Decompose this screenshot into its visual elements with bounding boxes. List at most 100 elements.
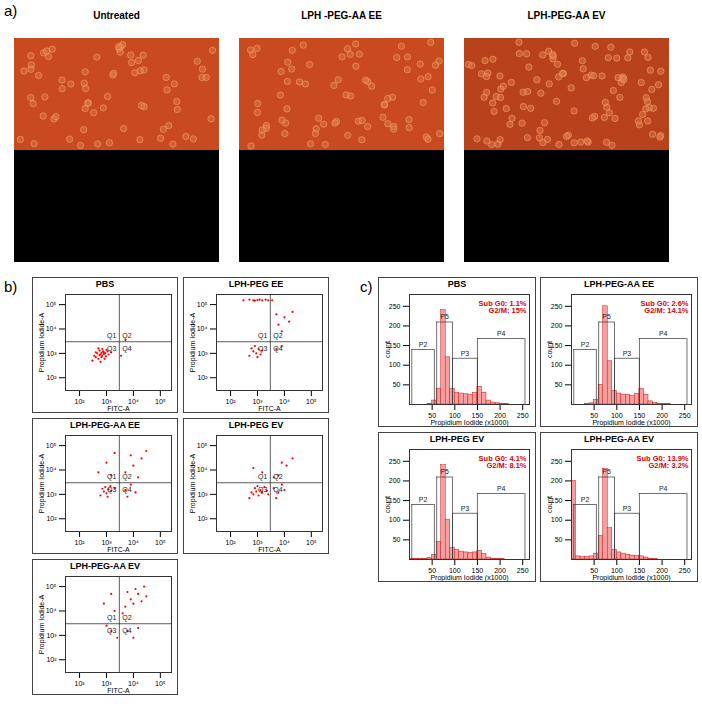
- svg-text:10⁴: 10⁴: [197, 325, 208, 332]
- svg-text:Sub G0: 4.1%G2/M: 8.1%: Sub G0: 4.1%G2/M: 8.1%: [479, 454, 527, 471]
- svg-text:100: 100: [389, 361, 401, 368]
- svg-text:10⁵: 10⁵: [197, 301, 208, 308]
- svg-text:10²: 10²: [46, 656, 57, 663]
- svg-text:Q3: Q3: [107, 627, 116, 635]
- svg-text:250: 250: [389, 303, 401, 310]
- svg-text:P2: P2: [581, 496, 590, 503]
- svg-text:P5: P5: [440, 313, 449, 320]
- svg-text:Q2: Q2: [273, 332, 282, 340]
- svg-text:200: 200: [551, 477, 563, 484]
- svg-text:50: 50: [393, 536, 401, 543]
- svg-text:Q3: Q3: [107, 486, 116, 494]
- svg-text:Q4: Q4: [273, 486, 282, 494]
- svg-text:Propidium Iodide (x1000): Propidium Iodide (x1000): [430, 574, 508, 582]
- svg-text:Sub G0: 13.9%G2/M: 3.2%: Sub G0: 13.9%G2/M: 3.2%: [636, 454, 688, 471]
- svg-text:200: 200: [551, 322, 563, 329]
- svg-text:Sub G0: 1.1%G2/M: 15%: Sub G0: 1.1%G2/M: 15%: [479, 299, 527, 316]
- svg-text:250: 250: [389, 458, 401, 465]
- svg-text:Q1: Q1: [107, 332, 116, 340]
- svg-text:10²: 10²: [197, 374, 208, 381]
- svg-text:Q2: Q2: [273, 473, 282, 481]
- svg-text:P3: P3: [461, 350, 470, 357]
- svg-text:Propidium Iodide (x1000): Propidium Iodide (x1000): [592, 419, 670, 427]
- svg-text:count: count: [546, 341, 553, 358]
- svg-text:Q3: Q3: [258, 486, 267, 494]
- svg-text:250: 250: [517, 412, 529, 419]
- svg-text:P4: P4: [497, 330, 506, 337]
- svg-text:P4: P4: [659, 330, 668, 337]
- svg-text:10⁵: 10⁵: [155, 680, 166, 687]
- svg-text:Q1: Q1: [258, 473, 267, 481]
- svg-text:10²: 10²: [75, 539, 86, 546]
- svg-text:10²: 10²: [46, 515, 57, 522]
- svg-text:10⁴: 10⁴: [46, 607, 57, 614]
- svg-text:10³: 10³: [197, 350, 208, 357]
- svg-text:FITC-A: FITC-A: [107, 405, 130, 412]
- svg-text:Q1: Q1: [107, 473, 116, 481]
- svg-text:50: 50: [393, 381, 401, 388]
- svg-text:10³: 10³: [46, 350, 57, 357]
- svg-text:Q4: Q4: [122, 345, 131, 353]
- svg-text:Q2: Q2: [122, 332, 131, 340]
- svg-text:10²: 10²: [75, 398, 86, 405]
- svg-text:100: 100: [389, 516, 401, 523]
- svg-text:Q1: Q1: [107, 614, 116, 622]
- svg-text:Q1: Q1: [258, 332, 267, 340]
- svg-text:Q2: Q2: [122, 473, 131, 481]
- svg-text:Propidium Iodide (x1000): Propidium Iodide (x1000): [430, 419, 508, 427]
- svg-text:Propidium Iodide-A: Propidium Iodide-A: [189, 453, 197, 513]
- svg-text:10⁵: 10⁵: [155, 539, 166, 546]
- svg-text:10²: 10²: [197, 515, 208, 522]
- svg-text:P5: P5: [602, 468, 611, 475]
- svg-text:50: 50: [555, 381, 563, 388]
- svg-text:100: 100: [551, 361, 563, 368]
- svg-text:FITC-A: FITC-A: [107, 687, 130, 694]
- svg-text:200: 200: [389, 322, 401, 329]
- svg-text:Q2: Q2: [122, 614, 131, 622]
- svg-text:Q3: Q3: [258, 345, 267, 353]
- svg-text:Q4: Q4: [273, 345, 282, 353]
- svg-text:10³: 10³: [197, 491, 208, 498]
- svg-text:10²: 10²: [226, 398, 237, 405]
- svg-text:10⁵: 10⁵: [46, 301, 57, 308]
- svg-text:10⁴: 10⁴: [46, 325, 57, 332]
- svg-text:Q4: Q4: [122, 486, 131, 494]
- svg-text:250: 250: [679, 567, 691, 574]
- svg-text:Propidium Iodide-A: Propidium Iodide-A: [189, 312, 197, 372]
- svg-text:P5: P5: [440, 468, 449, 475]
- svg-text:10⁵: 10⁵: [197, 442, 208, 449]
- svg-text:count: count: [384, 341, 391, 358]
- svg-text:10³: 10³: [46, 491, 57, 498]
- svg-text:P2: P2: [581, 341, 590, 348]
- svg-text:count: count: [384, 496, 391, 513]
- svg-text:10²: 10²: [46, 374, 57, 381]
- svg-text:10⁵: 10⁵: [155, 398, 166, 405]
- svg-text:10³: 10³: [46, 632, 57, 639]
- svg-text:P5: P5: [602, 313, 611, 320]
- svg-text:250: 250: [551, 303, 563, 310]
- svg-text:10⁵: 10⁵: [306, 539, 317, 546]
- svg-text:P2: P2: [419, 341, 428, 348]
- svg-text:P4: P4: [497, 485, 506, 492]
- svg-text:Propidium Iodide-A: Propidium Iodide-A: [38, 453, 46, 513]
- svg-text:count: count: [546, 496, 553, 513]
- svg-text:Propidium Iodide-A: Propidium Iodide-A: [38, 312, 46, 372]
- svg-text:10⁵: 10⁵: [306, 398, 317, 405]
- svg-text:10⁵: 10⁵: [46, 583, 57, 590]
- svg-text:200: 200: [389, 477, 401, 484]
- svg-text:250: 250: [679, 412, 691, 419]
- svg-text:Q3: Q3: [107, 345, 116, 353]
- svg-text:10⁵: 10⁵: [46, 442, 57, 449]
- svg-text:Sub G0: 2.6%G2/M: 14.1%: Sub G0: 2.6%G2/M: 14.1%: [641, 299, 689, 316]
- svg-text:P2: P2: [419, 496, 428, 503]
- svg-text:100: 100: [551, 516, 563, 523]
- svg-text:P3: P3: [461, 505, 470, 512]
- svg-text:Propidium Iodide (x1000): Propidium Iodide (x1000): [592, 574, 670, 582]
- svg-text:250: 250: [517, 567, 529, 574]
- svg-text:Q4: Q4: [122, 627, 131, 635]
- svg-text:10²: 10²: [226, 539, 237, 546]
- svg-text:P3: P3: [623, 350, 632, 357]
- svg-text:250: 250: [551, 458, 563, 465]
- svg-text:50: 50: [555, 536, 563, 543]
- svg-text:10²: 10²: [75, 680, 86, 687]
